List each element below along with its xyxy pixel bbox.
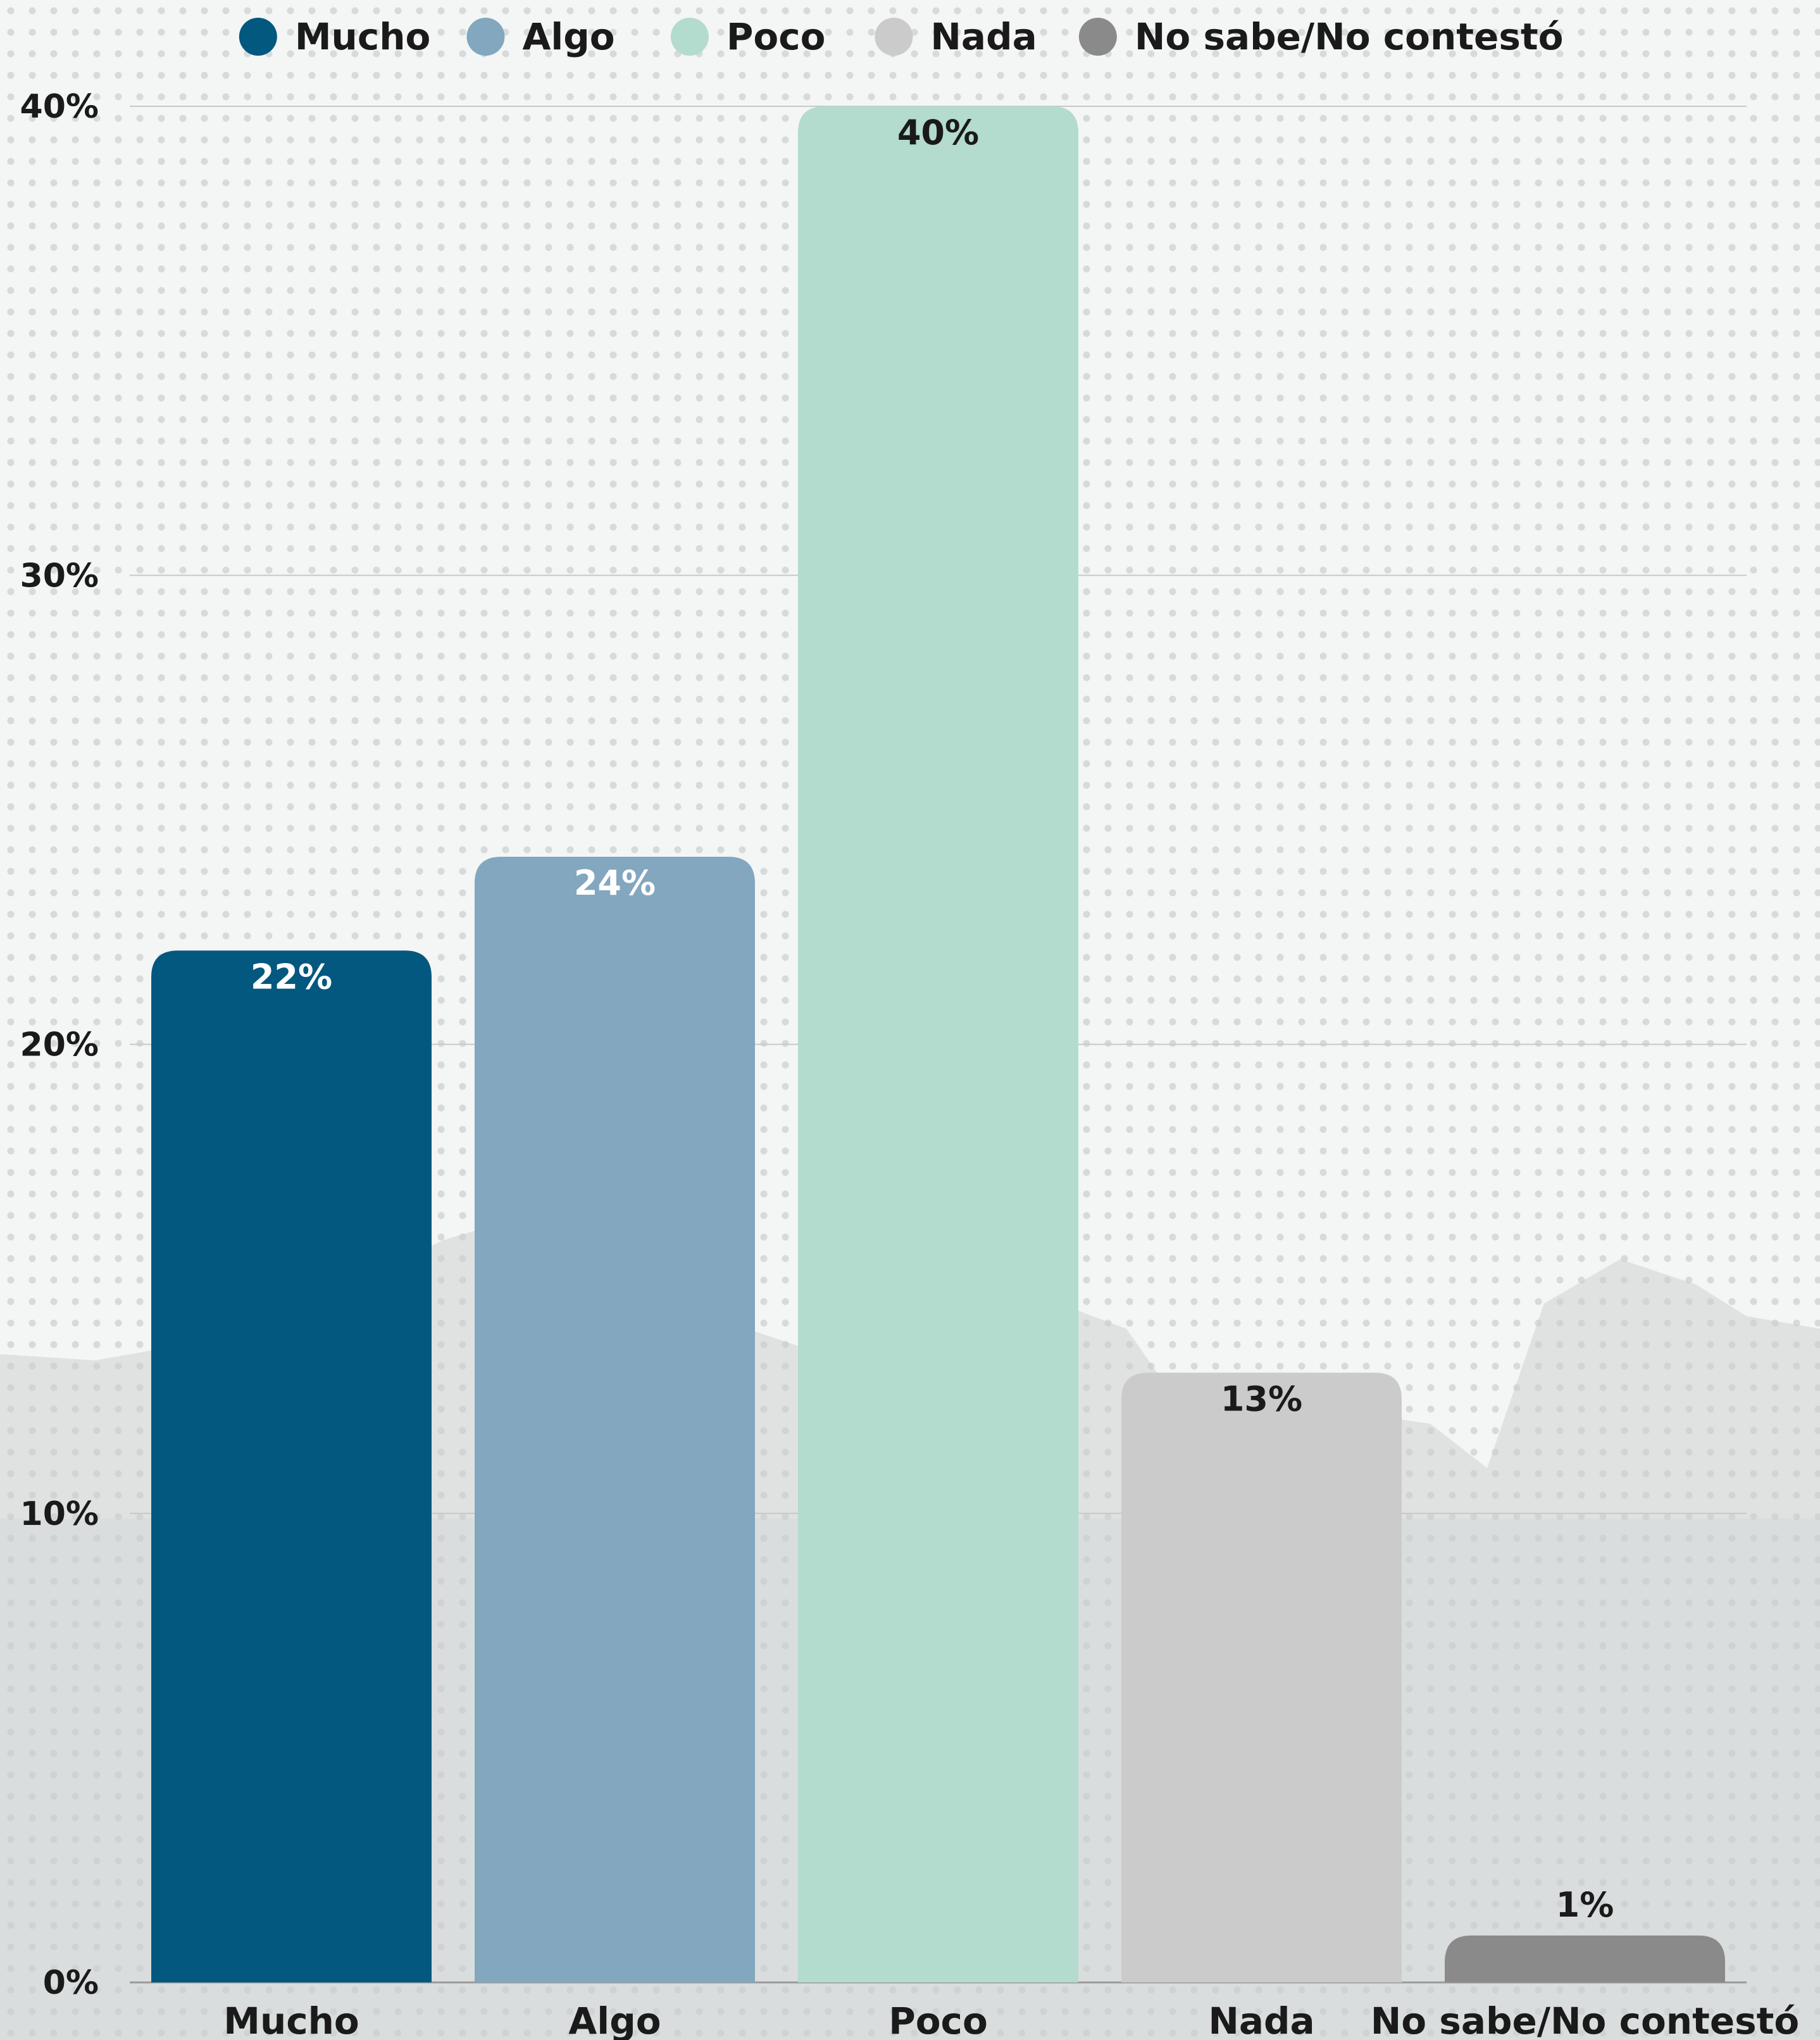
- legend-swatch: [466, 18, 505, 56]
- data-labels: 22% 24% 40% 13% 1%: [251, 113, 1614, 1925]
- legend-item-nada: Nada: [875, 15, 1037, 58]
- data-label-nada: 13%: [1221, 1379, 1302, 1419]
- legend-swatch: [875, 18, 913, 56]
- legend-swatch: [1078, 18, 1117, 56]
- bar-no-sabe-no-contesto: [1445, 1935, 1725, 1982]
- y-tick-label: 0%: [43, 1964, 99, 2002]
- legend-item-algo: Algo: [466, 15, 615, 58]
- legend-swatch: [239, 18, 277, 56]
- bar-mucho: [151, 950, 432, 1982]
- x-category-label-mucho: Mucho: [223, 2000, 359, 2040]
- x-category-label-poco: Poco: [888, 2000, 988, 2040]
- bars: [151, 106, 1725, 1982]
- legend-label: Poco: [726, 15, 826, 58]
- data-label-algo: 24%: [574, 863, 656, 903]
- bar-poco: [798, 106, 1078, 1982]
- legend-label: Algo: [522, 15, 614, 58]
- y-tick-label: 40%: [20, 88, 99, 126]
- data-label-no-sabe-no-contesto: 1%: [1556, 1885, 1614, 1925]
- x-axis-category-labels: Mucho Algo Poco Nada No sabe/No contestó: [223, 2000, 1799, 2040]
- x-category-label-nada: Nada: [1208, 2000, 1314, 2040]
- legend-item-mucho: Mucho: [239, 15, 431, 58]
- bar-algo: [475, 857, 755, 1982]
- legend-item-poco: Poco: [670, 15, 826, 58]
- y-tick-label: 30%: [20, 557, 99, 595]
- bar-nada: [1121, 1372, 1402, 1982]
- legend: Mucho Algo Poco Nada No sabe/No contestó: [239, 15, 1564, 58]
- legend-label: Nada: [930, 15, 1037, 58]
- x-category-label-no-sabe-no-contesto: No sabe/No contestó: [1371, 2000, 1800, 2040]
- y-tick-label: 20%: [20, 1026, 99, 1064]
- legend-label: No sabe/No contestó: [1135, 15, 1564, 58]
- legend-label: Mucho: [295, 15, 431, 58]
- legend-item-no-sabe-no-contesto: No sabe/No contestó: [1078, 15, 1564, 58]
- legend-swatch: [670, 18, 709, 56]
- x-category-label-algo: Algo: [568, 2000, 661, 2040]
- data-label-poco: 40%: [897, 113, 979, 152]
- y-axis-tick-labels: 0% 10% 20% 30% 40%: [20, 88, 99, 2002]
- data-label-mucho: 22%: [251, 957, 332, 997]
- y-tick-label: 10%: [20, 1495, 99, 1533]
